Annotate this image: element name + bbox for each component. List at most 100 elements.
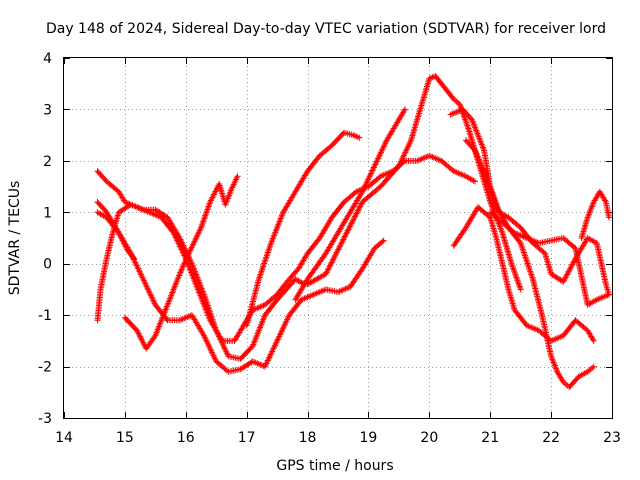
data-marker [480, 166, 487, 173]
x-tick-label: 18 [299, 430, 317, 446]
data-marker [262, 255, 269, 262]
data-marker [327, 260, 334, 267]
data-marker [346, 224, 353, 231]
data-marker [352, 213, 359, 220]
series-arc9 [450, 204, 597, 344]
data-marker [262, 257, 269, 264]
chart-title: Day 148 of 2024, Sidereal Day-to-day VTE… [46, 21, 606, 37]
data-point [472, 178, 478, 185]
data-marker [177, 268, 184, 275]
data-marker [474, 153, 481, 160]
data-point [380, 237, 387, 244]
data-marker [263, 252, 270, 259]
data-marker [185, 251, 192, 258]
data-marker [522, 255, 529, 262]
data-marker [520, 249, 527, 256]
data-marker [527, 268, 534, 275]
data-marker [334, 247, 341, 254]
data-marker [333, 250, 340, 257]
data-point [255, 276, 262, 283]
data-marker [183, 256, 190, 263]
data-marker [356, 204, 363, 211]
data-marker [263, 254, 270, 261]
y-axis-label: SDTVAR / TECUs [7, 181, 23, 296]
data-marker [602, 197, 609, 204]
data-marker [261, 258, 268, 265]
y-tick-labels: -3 -2 -1 0 1 2 3 4 [38, 51, 52, 427]
data-marker [473, 150, 480, 157]
data-marker [265, 247, 272, 254]
plot-frame [63, 57, 613, 419]
data-marker [180, 262, 187, 269]
data-marker [520, 247, 527, 254]
data-marker [589, 336, 596, 343]
data-marker [527, 269, 534, 276]
data-marker [349, 219, 356, 226]
series-arc13 [578, 188, 612, 241]
data-marker [325, 266, 332, 273]
data-marker [266, 244, 273, 251]
data-point [590, 337, 597, 344]
data-marker [326, 263, 333, 270]
data-marker [521, 251, 528, 258]
data-marker [519, 244, 526, 251]
data-marker [328, 259, 335, 266]
series-arc11 [462, 137, 597, 391]
data-marker [357, 203, 364, 210]
data-marker [338, 239, 345, 246]
x-tick-labels: 14 15 16 17 18 19 20 21 22 23 [55, 430, 621, 446]
data-marker [181, 259, 188, 266]
data-marker [182, 257, 189, 264]
data-marker [324, 268, 331, 275]
x-tick-label: 23 [603, 430, 621, 446]
data-marker [401, 107, 408, 114]
series-arc4 [94, 209, 387, 375]
data-marker [177, 269, 184, 276]
data-marker [344, 227, 351, 234]
data-marker [529, 274, 536, 281]
data-marker [179, 263, 186, 270]
y-tick-label: 1 [43, 205, 52, 221]
data-marker [526, 266, 533, 273]
data-marker [257, 271, 264, 278]
data-marker [325, 265, 332, 272]
data-marker [256, 274, 263, 281]
series-arc3 [94, 201, 308, 362]
data-point [605, 291, 612, 298]
data-marker [479, 165, 486, 172]
data-marker [179, 265, 186, 272]
data-marker [183, 254, 190, 261]
data-marker [528, 273, 535, 280]
data-marker [178, 266, 185, 273]
data-marker [473, 151, 480, 158]
data-point [234, 173, 241, 180]
data-marker [259, 265, 266, 272]
data-marker [357, 201, 364, 208]
data-marker [350, 216, 357, 223]
data-point [605, 214, 612, 221]
data-marker [337, 242, 344, 249]
data-marker [346, 223, 353, 230]
x-tick-label: 15 [116, 430, 134, 446]
x-tick-label: 14 [55, 430, 73, 446]
data-marker [330, 255, 337, 262]
data-marker [477, 160, 484, 167]
data-marker [472, 149, 479, 156]
data-marker [354, 209, 361, 216]
data-marker [349, 217, 356, 224]
data-marker [522, 254, 529, 261]
data-marker [181, 260, 188, 267]
data-marker [479, 163, 486, 170]
series-arc5 [121, 173, 241, 352]
series-arc7 [292, 106, 408, 303]
data-marker [354, 207, 361, 214]
data-marker [449, 94, 456, 101]
x-axis-label: GPS time / hours [276, 458, 393, 474]
data-point [517, 286, 524, 293]
y-tick-label: 4 [43, 51, 52, 67]
data-marker [261, 260, 268, 267]
data-marker [355, 206, 362, 213]
data-marker [344, 229, 351, 236]
x-tick-label: 19 [360, 430, 378, 446]
data-marker [329, 258, 336, 265]
